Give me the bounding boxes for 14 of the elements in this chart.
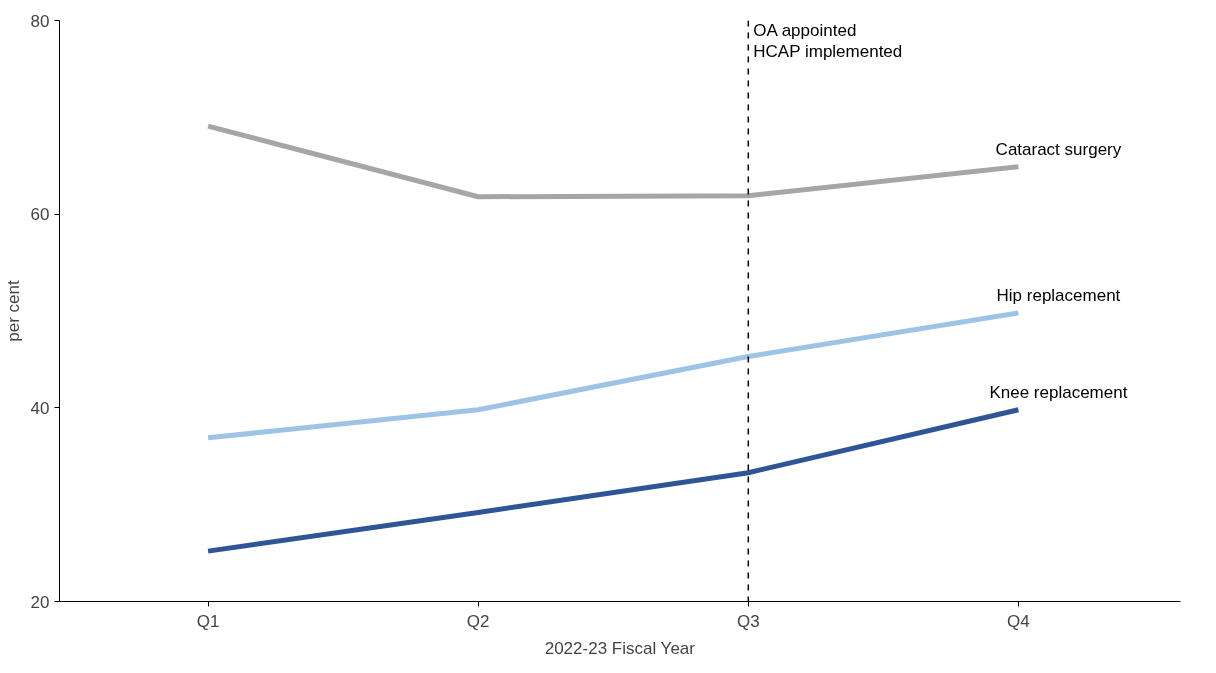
x-tick-label: Q4: [1007, 611, 1030, 631]
x-tick-label: Q2: [466, 611, 490, 631]
ref-line-label: OA appointed HCAP implemented: [753, 20, 903, 62]
x-axis-title: 2022-23 Fiscal Year: [544, 638, 696, 658]
x-tick-label: Q3: [736, 611, 760, 631]
y-tick-label: 20: [30, 592, 50, 612]
y-tick-label: 80: [30, 11, 50, 31]
y-axis-title: per cent: [3, 280, 23, 342]
series-label: Hip replacement: [996, 285, 1121, 305]
series-label: Cataract surgery: [995, 139, 1122, 159]
x-tick-label: Q1: [196, 611, 220, 631]
y-tick-label: 40: [30, 398, 50, 418]
series-label: Knee replacement: [989, 382, 1128, 402]
y-tick-label: 60: [30, 205, 50, 225]
